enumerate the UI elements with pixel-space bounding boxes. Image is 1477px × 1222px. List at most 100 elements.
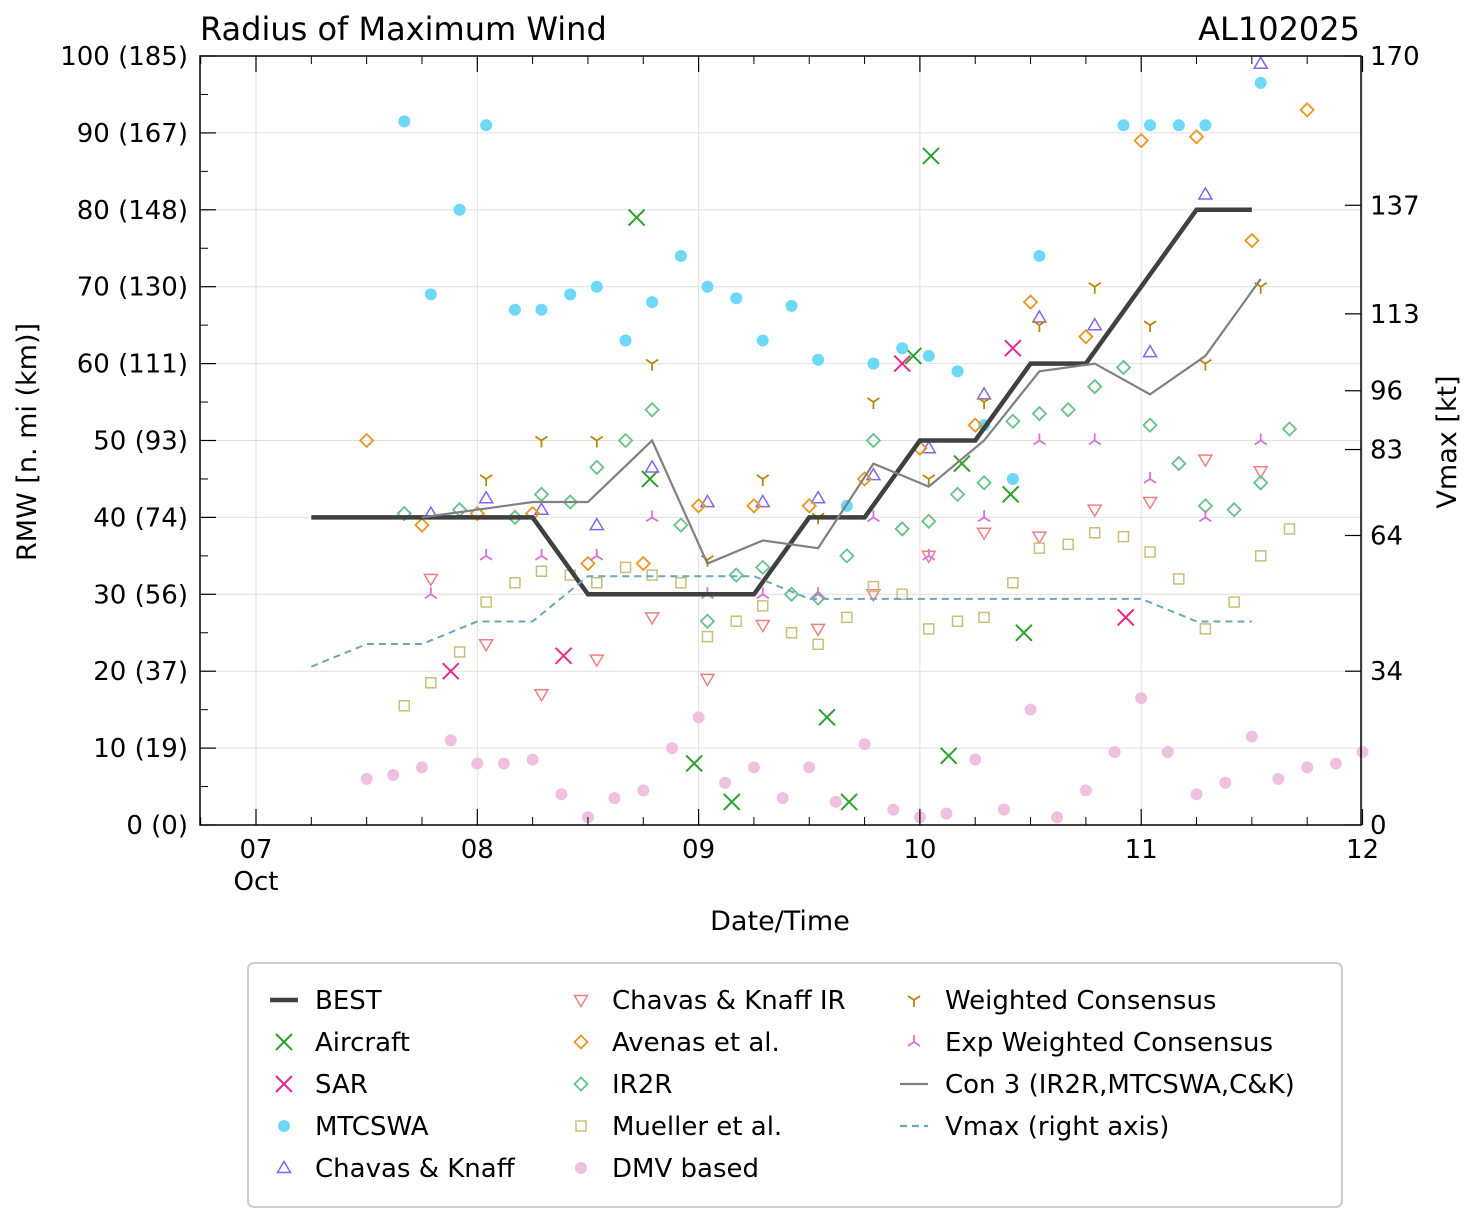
point-mueller-et-al (923, 623, 935, 635)
point-weighted-consensus (479, 474, 493, 486)
point-dmv-based (387, 769, 400, 782)
series-aircraft (627, 147, 1033, 811)
legend-swatch (275, 1075, 293, 1093)
legend-item-sar: SAR (275, 1070, 368, 1100)
y-right-tick-label: 34 (1370, 657, 1403, 687)
series-dmv-based (360, 692, 1369, 824)
point-mueller-et-al (951, 615, 964, 627)
point-ir2r (1005, 413, 1021, 430)
point-ir2r (1115, 359, 1132, 376)
point-exp-weighted-consensus (922, 548, 936, 561)
point-weighted-consensus (1088, 281, 1102, 294)
point-mtcswa (730, 292, 743, 305)
point-weighted-consensus (590, 435, 604, 448)
point-chavas-knaff (865, 467, 882, 481)
point-ir2r (617, 432, 634, 449)
point-mtcswa (674, 249, 687, 262)
y-tick-label: 90 (167) (77, 119, 188, 149)
point-exp-weighted-consensus (1032, 433, 1046, 446)
point-chavas-knaff (976, 386, 992, 400)
point-dmv-based (1356, 745, 1369, 758)
point-dmv-based (1051, 811, 1064, 824)
y-tick-label: 0 (0) (126, 811, 188, 841)
point-dmv-based (776, 792, 789, 805)
point-dmv-based (747, 761, 760, 774)
point-ir2r (673, 517, 689, 533)
point-ir2r (755, 559, 771, 576)
point-dmv-based (444, 734, 457, 747)
point-avenas-et-al (746, 498, 762, 514)
point-ir2r (533, 486, 550, 503)
y-right-tick-label: 96 (1370, 377, 1403, 407)
point-avenas-et-al (1078, 328, 1094, 345)
point-mtcswa (424, 288, 437, 301)
point-avenas-et-al (690, 498, 707, 514)
point-mtcswa (756, 334, 769, 347)
point-dmv-based (497, 757, 510, 770)
point-mueller-et-al (675, 577, 687, 589)
point-ir2r (976, 475, 992, 491)
point-mueller-et-al (1033, 542, 1046, 554)
point-dmv-based (719, 776, 732, 789)
point-mtcswa (1199, 119, 1212, 132)
legend-swatch (575, 1120, 587, 1132)
point-chavas-knaff-ir (1142, 496, 1158, 510)
point-dmv-based (1329, 757, 1342, 770)
point-avenas-et-al (1188, 128, 1205, 145)
point-exp-weighted-consensus (977, 510, 991, 523)
x-tick-label: 12 (1346, 835, 1379, 865)
point-avenas-et-al (801, 498, 818, 514)
point-dmv-based (526, 753, 539, 766)
point-mueller-et-al (978, 611, 990, 624)
point-chavas-knaff-ir (478, 638, 494, 653)
point-exp-weighted-consensus (645, 510, 659, 523)
series-con-3-ir2r-mtcswa-c-k (421, 278, 1262, 565)
point-chavas-knaff-ir (1197, 454, 1214, 468)
legend-item-mtcswa: MTCSWA (278, 1112, 429, 1142)
legend-swatch (907, 1035, 921, 1047)
point-mueller-et-al (1254, 550, 1267, 562)
point-ir2r (1142, 417, 1158, 433)
point-mtcswa (785, 299, 798, 312)
legend-item-con-3-ir2r-mtcswa-c-k: Con 3 (IR2R,MTCSWA,C&K) (900, 1070, 1295, 1100)
point-chavas-knaff-ir (1252, 465, 1269, 480)
point-avenas-et-al (414, 517, 430, 533)
y-tick-label: 50 (93) (93, 427, 188, 457)
point-dmv-based (1272, 772, 1285, 785)
legend-label: Aircraft (315, 1028, 410, 1058)
point-dmv-based (887, 803, 900, 816)
legend-label: Weighted Consensus (945, 986, 1216, 1016)
point-mtcswa (1033, 249, 1046, 262)
point-ir2r (1171, 455, 1187, 472)
point-ir2r (1252, 475, 1269, 491)
x-tick-label: 11 (1125, 835, 1158, 865)
point-mtcswa (922, 349, 935, 362)
y-tick-label: 100 (185) (60, 42, 188, 72)
point-avenas-et-al (358, 432, 375, 449)
point-chavas-knaff-ir (423, 573, 439, 587)
point-mtcswa (535, 303, 548, 316)
point-dmv-based (969, 753, 982, 766)
point-chavas-knaff (533, 501, 550, 516)
storm-id: AL102025 (1198, 10, 1360, 48)
point-mtcswa (812, 353, 825, 366)
point-mtcswa (896, 342, 909, 355)
point-mtcswa (867, 357, 880, 370)
point-mtcswa (1172, 119, 1185, 132)
legend-item-chavas-knaff: Chavas & Knaff (276, 1154, 516, 1184)
x-tick-sublabel: Oct (234, 867, 279, 897)
legend-label: Exp Weighted Consensus (945, 1028, 1273, 1058)
point-ir2r (810, 590, 826, 606)
point-dmv-based (666, 742, 679, 755)
y-right-tick-label: 170 (1370, 42, 1420, 72)
point-dmv-based (692, 711, 705, 724)
legend-label: Vmax (right axis) (945, 1112, 1169, 1142)
y-right-tick-label: 83 (1370, 436, 1403, 466)
point-weighted-consensus (645, 358, 659, 371)
point-dmv-based (940, 807, 953, 820)
point-ir2r (396, 505, 413, 522)
y-axis-label: RMW [n. mi (km)] (12, 323, 43, 561)
point-mueller-et-al (1117, 530, 1130, 543)
point-mtcswa (951, 365, 964, 378)
x-tick-label: 08 (461, 835, 494, 865)
